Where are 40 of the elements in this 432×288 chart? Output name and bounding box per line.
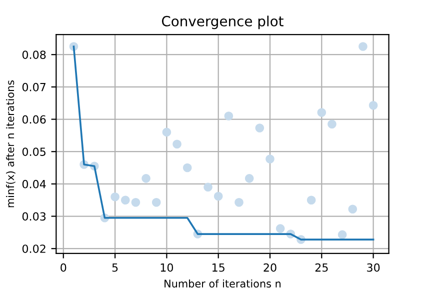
point — [348, 204, 358, 214]
point — [234, 198, 244, 207]
y-tick-label: 0.08 — [22, 50, 46, 59]
point — [328, 120, 336, 129]
x-tick-label: 20 — [264, 263, 276, 272]
point — [306, 196, 316, 204]
y-tick-label: 0.06 — [22, 115, 46, 124]
y-axis-title: minf(x) after n iterations — [6, 80, 16, 208]
point — [110, 192, 120, 202]
chart-title: Convergence plot — [162, 16, 284, 30]
point — [266, 154, 274, 164]
y-tick-label: 0.03 — [22, 212, 46, 221]
point — [338, 230, 347, 240]
point — [120, 196, 130, 204]
y-tick-label: 0.04 — [22, 180, 46, 188]
point — [162, 128, 172, 137]
point — [368, 100, 378, 110]
point — [204, 182, 212, 192]
x-axis-title: Number of iterations n — [164, 279, 281, 288]
x-tick-label: 15 — [212, 264, 224, 272]
y-tick-label: 0.02 — [22, 244, 46, 253]
point — [142, 174, 150, 183]
point — [317, 108, 326, 117]
x-tick-label: 5 — [112, 264, 118, 272]
point — [182, 163, 192, 172]
y-tick-label: 0.07 — [22, 82, 46, 92]
x-tick-label: 30 — [367, 263, 380, 272]
x-tick-label: 25 — [315, 263, 328, 272]
x-tick-label: 0 — [60, 263, 66, 272]
point — [276, 224, 285, 233]
x-tick-label: 10 — [160, 263, 174, 272]
point — [255, 124, 264, 132]
point — [214, 192, 223, 201]
point — [358, 42, 368, 51]
point — [172, 140, 182, 149]
point — [131, 198, 140, 207]
point — [224, 112, 234, 120]
y-tick-label: 0.05 — [22, 148, 46, 156]
point — [244, 174, 254, 183]
point — [152, 198, 161, 207]
